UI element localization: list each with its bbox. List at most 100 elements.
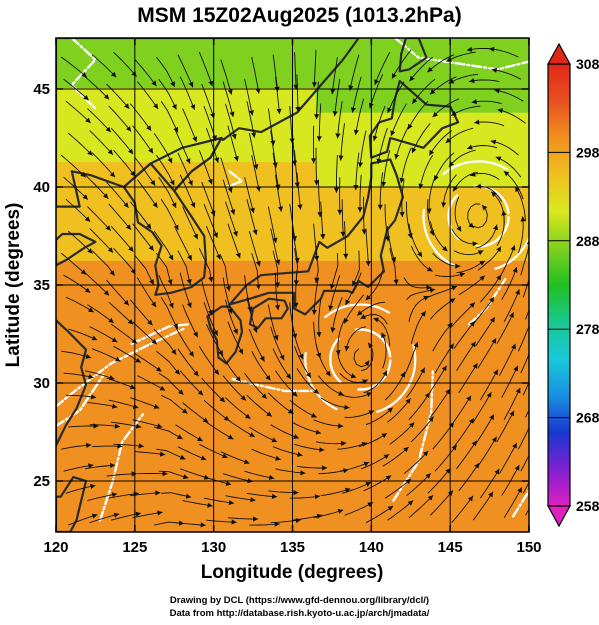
streamline [177,348,199,377]
contour-line [130,323,192,345]
streamline-arrow [251,132,257,138]
streamline-arrow [407,233,413,239]
streamline-arrow [110,71,117,78]
field-cell [103,309,128,335]
streamline [289,302,297,340]
streamline-arrow [291,235,297,242]
streamline-arrow [130,268,136,275]
streamline-arrow [213,330,218,336]
field-cell [316,433,341,459]
streamline-arrow [488,491,493,498]
field-cell [56,62,81,88]
streamline-arrow [514,465,520,471]
field-cell [174,482,199,508]
streamline [289,399,317,418]
streamline [179,272,192,309]
streamline [89,326,118,343]
field-cell [245,112,270,138]
field-cell [221,62,246,88]
field-cell [221,482,246,508]
streamline [156,252,172,286]
streamline-arrow [537,484,542,490]
streamline-arrow [252,229,258,235]
streamline [291,226,299,264]
streamline-arrow [536,384,541,390]
field-cell [505,38,529,64]
streamline [341,199,344,237]
streamline-arrow [186,302,192,308]
streamline [65,394,97,398]
streamline [317,179,321,218]
streamline [206,519,237,523]
streamline [390,103,407,137]
streamline [132,125,154,154]
x-axis: 120 125 130 135 140 145 150 [43,38,542,556]
streamline-arrow [529,262,534,267]
streamline [313,223,318,262]
streamline [177,446,207,461]
streamline [203,302,219,336]
streamline [179,76,196,110]
streamline [520,353,529,374]
streamline [275,272,279,311]
streamline [403,277,432,289]
streamline-arrow [178,389,184,395]
x-tick-label: 150 [516,539,541,556]
colorbar-tick-label: 288 [576,233,599,249]
field-cell [434,260,459,286]
field-cell [481,408,506,434]
field-cell [103,359,128,385]
field-cell [458,433,483,459]
streamline-arrow [84,287,91,293]
streamline [351,250,360,287]
y-tick-label: 30 [33,375,50,392]
streamline [244,470,275,479]
streamline-arrow [293,84,299,90]
streamline [451,228,478,245]
streamline-arrow [268,474,275,480]
streamline [106,181,129,208]
streamline-arrow [185,158,191,164]
field-cell [103,87,128,113]
streamline-arrow [381,181,387,187]
field-cell [245,408,270,434]
streamline-arrow [411,147,417,154]
streamline-arrow [343,253,349,259]
field-cell [458,507,483,532]
streamline [132,223,155,252]
streamline-arrow [216,254,221,260]
streamline [496,312,515,345]
streamline-arrow [294,182,300,188]
streamline-arrow [459,272,465,278]
colorbar-tick-label: 308 [576,56,599,72]
streamline [428,130,452,156]
streamline-arrow [109,270,115,276]
streamline [409,56,433,82]
streamline-arrow [208,80,214,87]
field-cell [126,38,152,39]
streamline [387,81,405,114]
streamline [522,381,529,396]
field-cell [221,507,246,532]
streamline-arrow [357,207,363,213]
streamline [360,314,388,325]
field-cell [103,235,128,261]
streamline [60,252,87,275]
field-cell [103,210,128,237]
streamline-arrow [399,177,405,184]
field-cell [505,136,529,163]
streamline [429,76,457,95]
streamline-arrow [393,279,399,285]
streamline-arrow [311,309,317,315]
streamline-arrow [213,369,219,375]
streamline [248,133,258,170]
field-cell [174,62,199,88]
streamline-arrow [103,290,110,296]
streamline [442,174,457,208]
streamline-arrow [407,500,414,506]
streamline [427,285,458,298]
streamline [251,57,260,94]
field-cell [245,136,270,163]
streamline-arrow [344,404,350,410]
streamline-arrow [510,245,516,251]
